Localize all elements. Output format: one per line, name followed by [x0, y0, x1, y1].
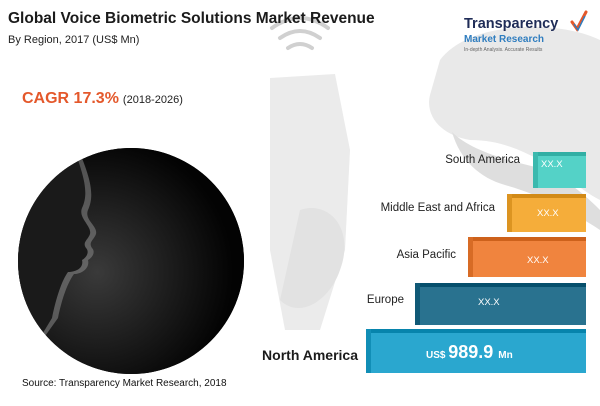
cagr-value: CAGR 17.3%	[22, 90, 119, 107]
signal-icon	[270, 16, 330, 50]
category-label: Asia Pacific	[397, 249, 457, 261]
data-label: US$ 989.9 Mn	[426, 342, 513, 362]
checkmark-icon	[570, 10, 588, 32]
bar-top-edge	[468, 237, 586, 241]
category-label: South America	[445, 154, 520, 166]
bar-side-edge	[468, 237, 473, 277]
data-label: XX.X	[478, 297, 500, 308]
bar-europe	[415, 283, 586, 325]
bar-side-edge	[507, 194, 512, 232]
bar-side-edge	[533, 152, 538, 188]
brand-logo: Transparency Market Research In-depth An…	[458, 10, 588, 60]
bar-top-edge	[533, 152, 586, 156]
data-label: XX.X	[537, 208, 559, 219]
voice-waveform-icon	[18, 148, 244, 374]
source-note: Source: Transparency Market Research, 20…	[22, 378, 227, 389]
category-label: Middle East and Africa	[381, 202, 496, 214]
cagr-period: (2018-2026)	[122, 94, 183, 106]
bar-top-edge	[507, 194, 586, 198]
bar-asia-pacific	[468, 237, 586, 277]
chart-title: Global Voice Biometric Solutions Market …	[8, 10, 375, 27]
bar-south-america	[533, 152, 586, 188]
brand-name-secondary: Market Research	[464, 34, 545, 45]
category-label: North America	[262, 347, 358, 363]
chart-subtitle: By Region, 2017 (US$ Mn)	[8, 34, 140, 46]
data-label: XX.X	[527, 255, 549, 266]
bar-side-edge	[366, 329, 371, 373]
cagr-badge: CAGR 17.3% (2018-2026)	[22, 90, 183, 108]
phone-icon	[270, 74, 350, 330]
brand-tagline: In-depth Analysis. Accurate Results	[464, 47, 543, 53]
bar-middle-east-and-africa	[507, 194, 586, 232]
data-label: XX.X	[541, 159, 563, 170]
category-label: Europe	[367, 294, 404, 306]
head-photo	[18, 148, 244, 374]
brand-name: Transparency	[464, 16, 559, 32]
bar-top-edge	[366, 329, 586, 333]
bar-top-edge	[415, 283, 586, 287]
bar-side-edge	[415, 283, 420, 325]
bar-north-america	[366, 329, 586, 373]
